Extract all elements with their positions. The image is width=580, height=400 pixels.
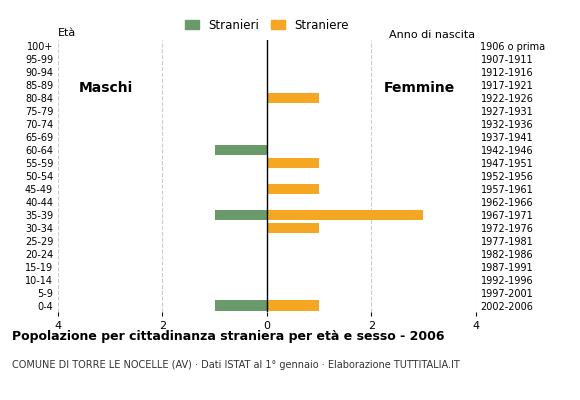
Text: Età: Età — [58, 28, 76, 38]
Text: Anno di nascita: Anno di nascita — [390, 30, 476, 40]
Bar — [215, 145, 267, 155]
Text: COMUNE DI TORRE LE NOCELLE (AV) · Dati ISTAT al 1° gennaio · Elaborazione TUTTIT: COMUNE DI TORRE LE NOCELLE (AV) · Dati I… — [12, 360, 459, 370]
Bar — [267, 300, 319, 311]
Text: Maschi: Maschi — [79, 81, 133, 95]
Legend: Stranieri, Straniere: Stranieri, Straniere — [180, 14, 354, 36]
Bar — [215, 300, 267, 311]
Bar — [267, 223, 319, 233]
Bar — [267, 184, 319, 194]
Bar — [215, 210, 267, 220]
Bar — [267, 158, 319, 168]
Bar — [267, 93, 319, 104]
Text: Femmine: Femmine — [383, 81, 455, 95]
Text: Popolazione per cittadinanza straniera per età e sesso - 2006: Popolazione per cittadinanza straniera p… — [12, 330, 444, 343]
Bar — [267, 210, 423, 220]
